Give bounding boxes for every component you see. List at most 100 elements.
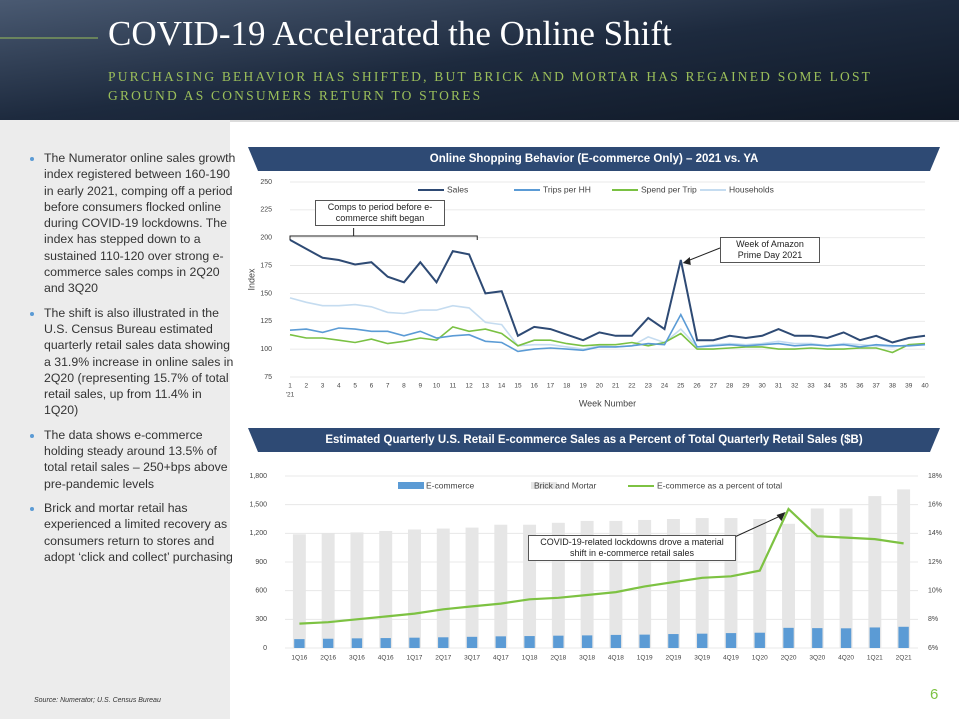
y-tick-label: 300 bbox=[255, 616, 267, 623]
chart-banner bbox=[248, 428, 940, 452]
bracket bbox=[289, 228, 478, 240]
x-tick-label: 26 bbox=[693, 383, 701, 390]
bar bbox=[869, 627, 881, 648]
bullet-list: The Numerator online sales growth index … bbox=[26, 150, 236, 573]
bar bbox=[495, 636, 506, 648]
x-tick-label: 34 bbox=[824, 383, 832, 390]
bar bbox=[322, 638, 334, 648]
bar bbox=[753, 519, 767, 648]
y-tick-label: 100 bbox=[260, 346, 272, 353]
x-tick-label: 4Q18 bbox=[608, 655, 624, 662]
x-tick-label: 37 bbox=[873, 383, 881, 390]
x-tick-label: 3Q17 bbox=[464, 655, 480, 662]
bar bbox=[380, 638, 391, 648]
x-tick-label: 1Q19 bbox=[637, 655, 653, 662]
x-tick-label: 17 bbox=[547, 383, 555, 390]
x-tick-label: 1Q21 bbox=[867, 655, 883, 662]
x-axis-label: Week Number bbox=[579, 398, 636, 408]
x-tick-label: 38 bbox=[889, 383, 897, 390]
bar bbox=[812, 628, 823, 648]
y-tick-label: 200 bbox=[260, 235, 272, 242]
y-tick-label: 125 bbox=[260, 318, 272, 325]
bar bbox=[581, 635, 593, 648]
annotation: COVID-19-related lockdowns drove a mater… bbox=[528, 535, 736, 561]
bar bbox=[868, 496, 882, 648]
y-tick-label: 225 bbox=[260, 207, 272, 214]
x-tick-label: 32 bbox=[791, 383, 799, 390]
y-tick-label: 18% bbox=[928, 473, 942, 480]
bullet: The data shows e-commerce holding steady… bbox=[44, 427, 236, 492]
x-tick-label: 4 bbox=[337, 383, 341, 390]
bar bbox=[294, 639, 305, 648]
x-tick-label: 4Q16 bbox=[378, 655, 394, 662]
series-line bbox=[289, 239, 926, 344]
bar bbox=[725, 633, 737, 648]
x-tick-label: 4Q20 bbox=[838, 655, 854, 662]
x-tick-label: 21 bbox=[612, 383, 620, 390]
y-tick-label: 1,500 bbox=[249, 502, 267, 509]
divider bbox=[230, 120, 959, 122]
x-tick-label: 30 bbox=[759, 383, 767, 390]
x-tick-label: 23 bbox=[645, 383, 653, 390]
y-tick-label: 10% bbox=[928, 588, 942, 595]
y-tick-label: 1,200 bbox=[249, 530, 267, 537]
x-tick-label: 5 bbox=[353, 383, 357, 390]
bar bbox=[839, 508, 853, 648]
y-tick-label: 16% bbox=[928, 502, 942, 509]
x-tick-label: 40 bbox=[921, 383, 929, 390]
x-sublabel: '21 bbox=[286, 392, 295, 399]
x-tick-label: 3 bbox=[321, 383, 325, 390]
y-tick-label: 6% bbox=[928, 645, 938, 652]
bar bbox=[639, 634, 650, 648]
bar bbox=[697, 633, 708, 648]
bar bbox=[754, 632, 765, 648]
x-tick-label: 4Q19 bbox=[723, 655, 739, 662]
bar bbox=[898, 626, 909, 648]
arrow-head bbox=[776, 511, 786, 521]
x-tick-label: 25 bbox=[677, 383, 685, 390]
x-tick-label: 1Q16 bbox=[291, 655, 307, 662]
bar bbox=[782, 523, 795, 648]
x-tick-label: 14 bbox=[498, 383, 506, 390]
bar bbox=[351, 638, 363, 648]
y-tick-label: 8% bbox=[928, 616, 938, 623]
bar bbox=[466, 636, 478, 648]
x-tick-label: 3Q19 bbox=[694, 655, 710, 662]
series-line bbox=[289, 312, 926, 353]
y-tick-label: 0 bbox=[263, 645, 267, 652]
x-tick-label: 9 bbox=[418, 383, 422, 390]
bar bbox=[783, 627, 794, 648]
y-tick-label: 12% bbox=[928, 559, 942, 566]
arrow bbox=[684, 247, 721, 263]
bar bbox=[438, 637, 449, 648]
series-line bbox=[289, 297, 925, 350]
x-tick-label: 15 bbox=[514, 383, 522, 390]
x-tick-label: 2Q19 bbox=[665, 655, 681, 662]
x-tick-label: 11 bbox=[449, 383, 456, 390]
y-tick-label: 250 bbox=[260, 179, 272, 186]
y-tick-label: 175 bbox=[260, 262, 272, 269]
x-tick-label: 3Q20 bbox=[809, 655, 825, 662]
x-tick-label: 2Q18 bbox=[550, 655, 566, 662]
y-tick-label: 600 bbox=[255, 588, 267, 595]
x-tick-label: 10 bbox=[433, 383, 441, 390]
x-tick-label: 3Q18 bbox=[579, 655, 595, 662]
x-tick-label: 2Q20 bbox=[781, 655, 797, 662]
legend-label: Brick and Mortar bbox=[534, 480, 597, 490]
bar bbox=[408, 529, 421, 648]
legend-swatch bbox=[531, 482, 557, 489]
legend-label: Sales bbox=[447, 184, 468, 194]
x-tick-label: 1Q20 bbox=[752, 655, 768, 662]
y-tick-label: 75 bbox=[264, 374, 272, 381]
bar bbox=[810, 508, 824, 648]
legend-label: Households bbox=[729, 184, 774, 194]
x-tick-label: 3Q16 bbox=[349, 655, 365, 662]
x-tick-label: 19 bbox=[579, 383, 587, 390]
bullet: Brick and mortar retail has experienced … bbox=[44, 500, 236, 565]
x-tick-label: 33 bbox=[807, 383, 815, 390]
bar bbox=[494, 524, 508, 648]
x-tick-label: 2Q16 bbox=[320, 655, 336, 662]
bullet: The Numerator online sales growth index … bbox=[44, 150, 236, 297]
